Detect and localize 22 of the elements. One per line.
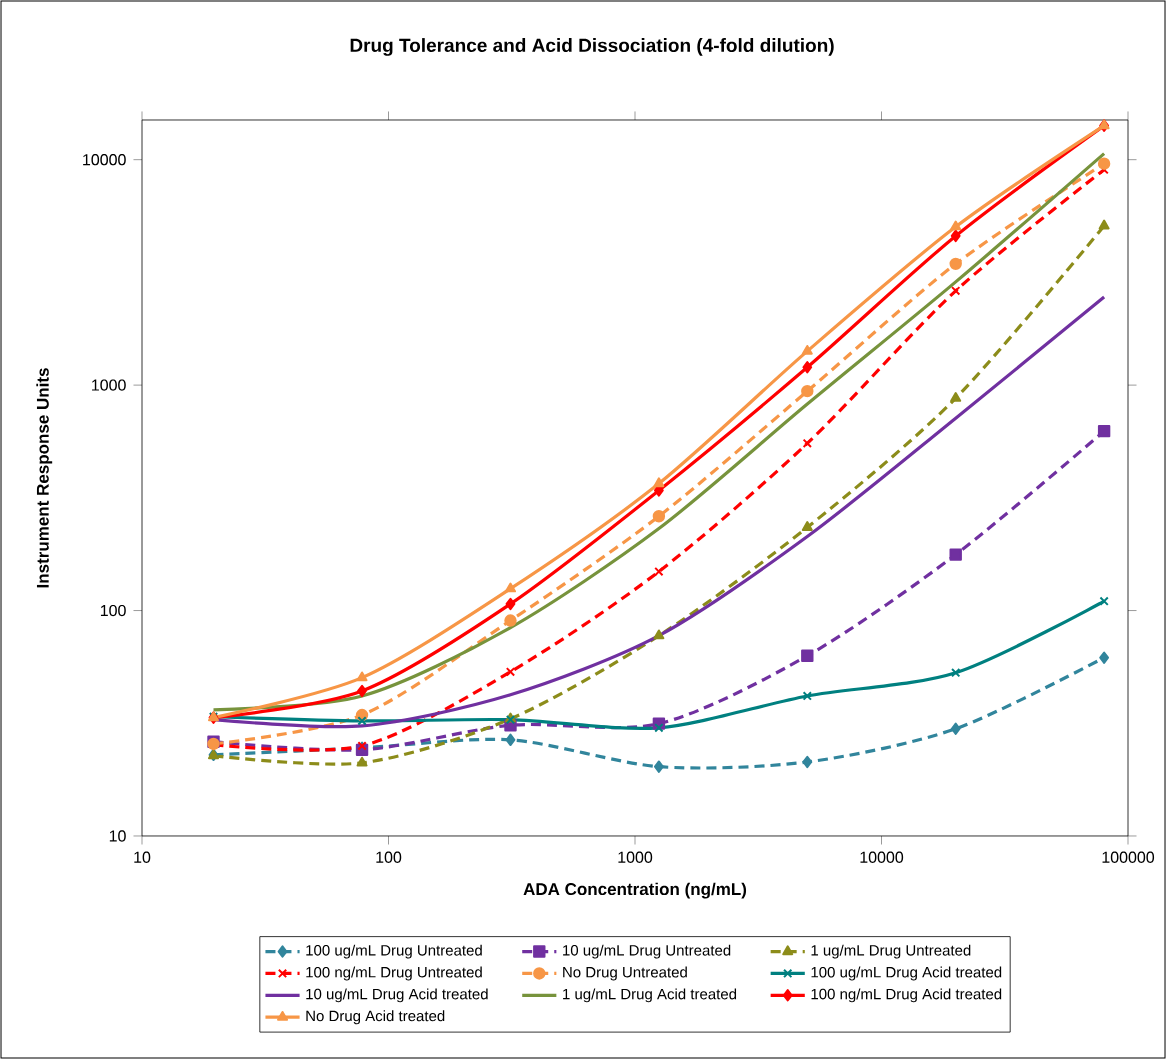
legend-label: No Drug Untreated xyxy=(563,966,687,981)
y-tick-label: 10 xyxy=(109,830,126,842)
legend-label: 1 ug/mL Drug Untreated xyxy=(811,944,971,959)
x-tick-label: 100000 xyxy=(1102,851,1155,863)
legend-label: 100 ug/mL Drug Untreated xyxy=(306,944,482,959)
legend-label: 100 ng/mL Drug Acid treated xyxy=(811,988,1002,1003)
y-tick-label: 1000 xyxy=(92,379,126,391)
chart-title: Drug Tolerance and Acid Dissociation (4-fold dilution) xyxy=(350,38,834,56)
y-tick-label: 10000 xyxy=(83,154,126,166)
legend-label: 10 ug/mL Drug Acid treated xyxy=(306,988,488,1003)
y-tick-label: 100 xyxy=(100,604,126,617)
legend-label: No Drug Acid treated xyxy=(306,1010,445,1025)
legend-label: 1 ug/mL Drug Acid treated xyxy=(563,988,737,1003)
x-axis-title: ADA Concentration (ng/mL) xyxy=(523,882,747,899)
legend-label: 10 ug/mL Drug Untreated xyxy=(563,944,731,959)
legend-label: 100 ng/mL Drug Untreated xyxy=(306,966,482,981)
legend-label: 100 ug/mL Drug Acid treated xyxy=(811,966,1002,981)
x-tick-label: 1000 xyxy=(618,851,653,863)
y-axis-title: Instrument Response Units xyxy=(36,368,53,588)
x-tick-label: 100 xyxy=(376,851,402,863)
x-tick-label: 10 xyxy=(134,851,151,863)
x-tick-label: 10000 xyxy=(860,851,904,863)
